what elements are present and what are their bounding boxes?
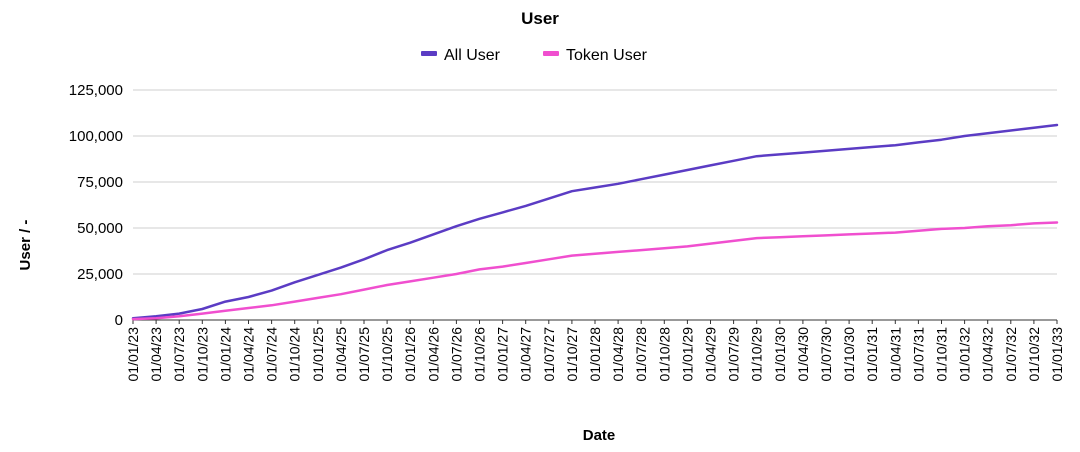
y-tick-label: 25,000: [77, 266, 123, 283]
x-tick-label: 01/04/32: [980, 327, 996, 382]
x-tick-label: 01/10/29: [749, 327, 765, 382]
y-tick-label: 50,000: [77, 220, 123, 237]
legend-swatch: [421, 51, 437, 56]
x-tick-label: 01/01/30: [772, 327, 788, 382]
x-tick-label: 01/10/28: [656, 327, 672, 382]
x-tick-label: 01/07/26: [448, 327, 464, 382]
x-tick-label: 01/07/23: [171, 327, 187, 382]
x-tick-label: 01/10/30: [841, 327, 857, 382]
x-tick-label: 01/07/25: [356, 327, 372, 382]
y-tick-label: 0: [115, 312, 123, 329]
y-tick-label: 125,000: [69, 82, 123, 99]
x-tick-label: 01/10/31: [934, 327, 950, 382]
x-tick-label: 01/01/28: [587, 327, 603, 382]
x-tick-label: 01/07/27: [541, 327, 557, 382]
x-tick-label: 01/01/23: [125, 327, 141, 382]
x-tick-label: 01/04/26: [425, 327, 441, 382]
x-tick-label: 01/07/30: [818, 327, 834, 382]
y-tick-label: 100,000: [69, 128, 123, 145]
x-tick-label: 01/01/31: [864, 327, 880, 382]
x-tick-label: 01/04/27: [518, 327, 534, 382]
x-tick-label: 01/07/32: [1003, 327, 1019, 382]
y-axis-ticks: 0 25,000 50,000 75,000 100,000 125,000: [69, 82, 123, 329]
series-lines: [131, 123, 1059, 321]
series-line-token-user: [131, 221, 1059, 321]
y-axis-label: User / -: [17, 220, 34, 271]
legend-item-all-user: All User: [444, 47, 501, 64]
legend-swatch: [543, 51, 559, 56]
x-tick-label: 01/10/26: [472, 327, 488, 382]
x-tick-label: 01/07/31: [910, 327, 926, 382]
x-tick-label: 01/04/30: [795, 327, 811, 382]
x-tick-label: 01/04/24: [241, 327, 257, 382]
chart-title: User: [521, 9, 559, 28]
legend: All User Token User: [421, 47, 648, 64]
x-tick-label: 01/01/27: [495, 327, 511, 382]
x-tick-label: 01/04/31: [887, 327, 903, 382]
x-tick-label: 01/07/28: [633, 327, 649, 382]
x-tick-label: 01/04/29: [703, 327, 719, 382]
x-tick-label: 01/01/32: [957, 327, 973, 382]
x-axis-ticks: 01/01/23 01/04/23 01/07/23 01/10/23 01/01/24…: [125, 320, 1065, 382]
x-tick-label: 01/07/29: [726, 327, 742, 382]
x-tick-label: 01/01/24: [217, 327, 233, 382]
x-tick-label: 01/04/28: [610, 327, 626, 382]
x-tick-label: 01/10/23: [194, 327, 210, 382]
x-tick-label: 01/07/24: [264, 327, 280, 382]
x-tick-label: 01/01/26: [402, 327, 418, 382]
y-tick-label: 75,000: [77, 174, 123, 191]
x-tick-label: 01/10/32: [1026, 327, 1042, 382]
legend-item-token-user: Token User: [566, 47, 648, 64]
x-tick-label: 01/01/33: [1049, 327, 1065, 382]
x-axis-label: Date: [583, 427, 616, 444]
x-tick-label: 01/04/25: [333, 327, 349, 382]
x-tick-label: 01/10/27: [564, 327, 580, 382]
series-line-all-user: [131, 123, 1059, 320]
x-tick-label: 01/10/24: [287, 327, 303, 382]
x-tick-label: 01/01/29: [679, 327, 695, 382]
x-tick-label: 01/10/25: [379, 327, 395, 382]
gridlines: [133, 89, 1057, 321]
x-tick-label: 01/04/23: [148, 327, 164, 382]
x-tick-label: 01/01/25: [310, 327, 326, 382]
